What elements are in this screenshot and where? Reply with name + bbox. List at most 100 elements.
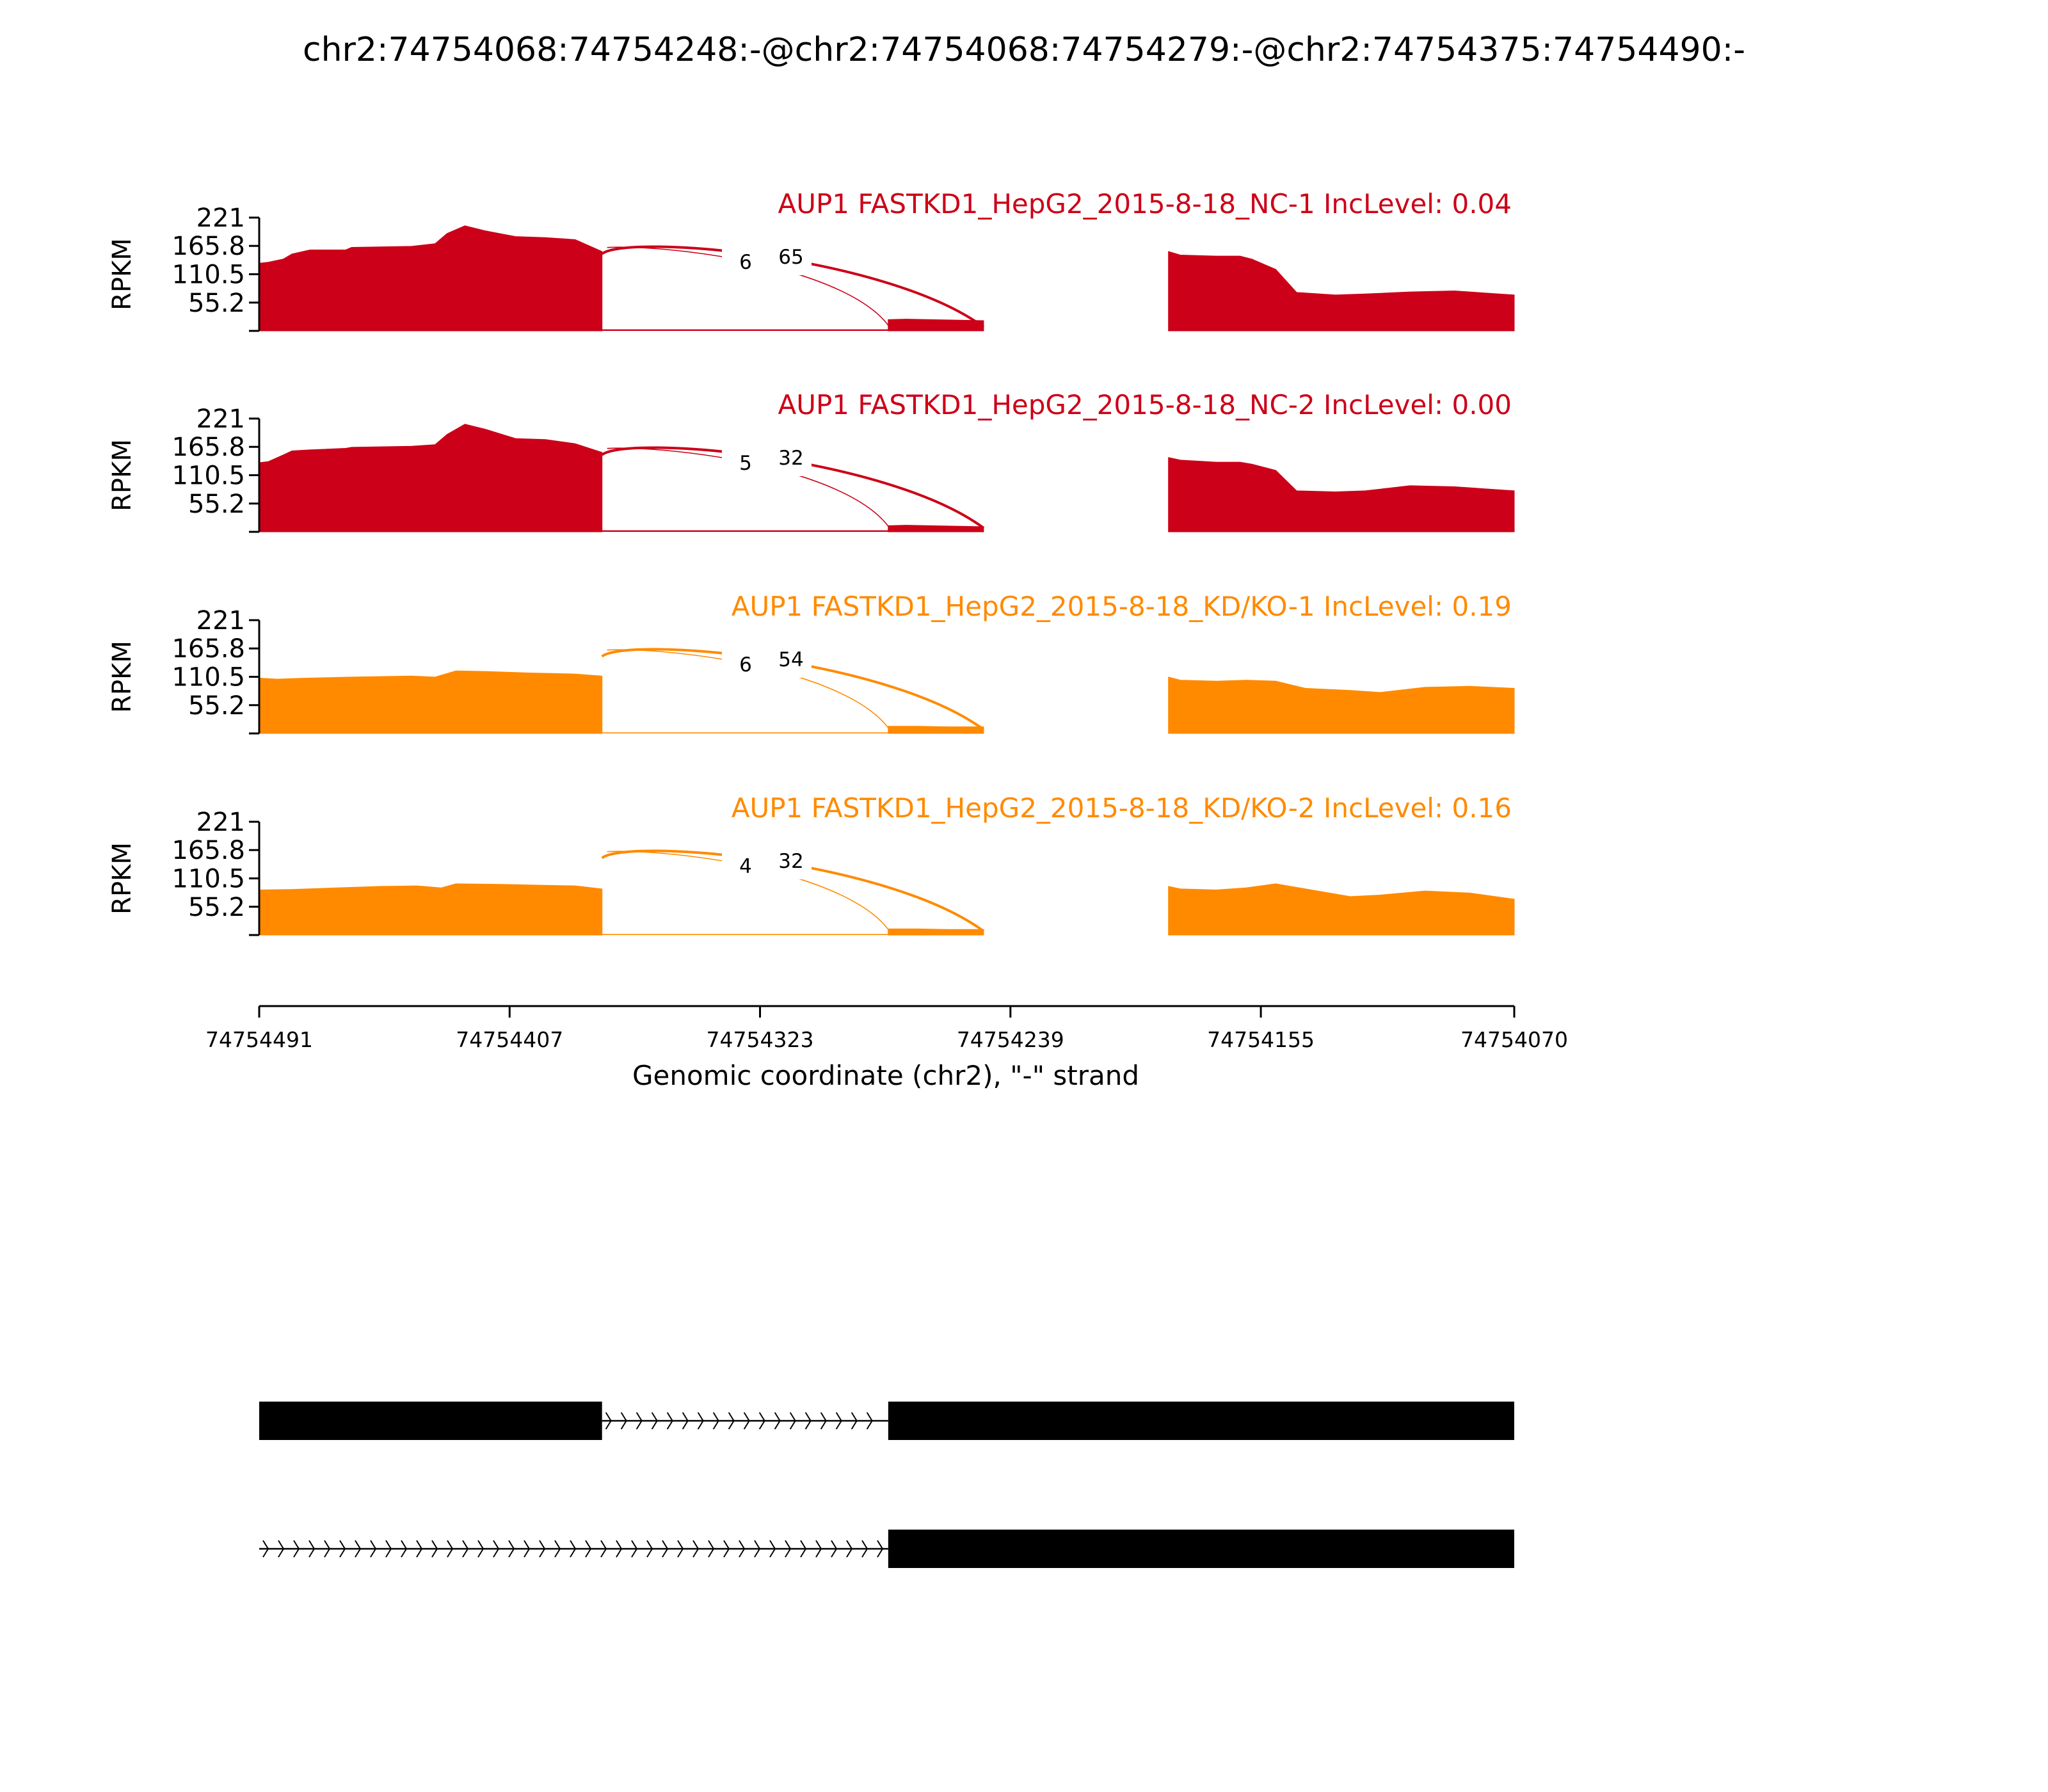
- strand-chevron: [754, 1540, 761, 1558]
- y-tick-label: 221: [196, 808, 245, 837]
- strand-chevron: [851, 1412, 858, 1430]
- coverage-area: [1168, 251, 1515, 332]
- x-tick-label: 74754323: [707, 1027, 814, 1052]
- strand-chevron: [820, 1412, 827, 1430]
- y-tick-label: 55.2: [188, 490, 245, 519]
- strand-chevron: [278, 1540, 285, 1558]
- strand-chevron: [324, 1540, 331, 1558]
- junction-label-bg: [722, 443, 812, 476]
- y-axis-label: RPKM: [108, 238, 137, 310]
- coverage-area: [1168, 676, 1515, 734]
- strand-chevron: [636, 1412, 643, 1430]
- exon-block: [888, 1402, 1514, 1440]
- junction-label-bg: [722, 846, 812, 879]
- figure-title: chr2:74754068:74754248:-@chr2:74754068:7…: [303, 31, 1745, 69]
- strand-chevron: [800, 1540, 807, 1558]
- x-tick-label: 74754491: [205, 1027, 313, 1052]
- coverage-area: [888, 319, 984, 332]
- strand-chevron: [616, 1540, 623, 1558]
- strand-chevron: [728, 1412, 735, 1430]
- strand-chevron: [815, 1540, 822, 1558]
- strand-chevron: [477, 1540, 484, 1558]
- y-tick-label: 55.2: [188, 893, 245, 922]
- transcript: [259, 1402, 1514, 1440]
- coverage-area: [1168, 457, 1515, 532]
- gene-model: [259, 1402, 1514, 1568]
- strand-chevron: [692, 1540, 700, 1558]
- strand-chevron: [662, 1540, 669, 1558]
- strand-chevron: [370, 1540, 377, 1558]
- intron-coverage: [602, 530, 888, 532]
- x-tick-label: 74754407: [456, 1027, 563, 1052]
- strand-chevron: [723, 1540, 730, 1558]
- sample-title: AUP1 FASTKD1_HepG2_2015-8-18_NC-2 IncLev…: [778, 389, 1512, 420]
- strand-chevron: [831, 1540, 838, 1558]
- strand-chevron: [785, 1540, 792, 1558]
- coverage-area: [888, 928, 984, 936]
- strand-chevron: [508, 1540, 515, 1558]
- strand-chevron: [677, 1540, 684, 1558]
- junction-count: 6: [739, 653, 752, 676]
- y-tick-label: 55.2: [188, 691, 245, 721]
- y-axis-label: RPKM: [108, 842, 137, 915]
- strand-chevron: [524, 1540, 531, 1558]
- strand-chevron: [262, 1540, 269, 1558]
- junction-count: 65: [778, 246, 803, 269]
- strand-chevron: [739, 1540, 746, 1558]
- y-tick-label: 165.8: [172, 433, 245, 462]
- strand-chevron: [293, 1540, 300, 1558]
- y-tick-label: 221: [196, 204, 245, 233]
- y-tick-label: 165.8: [172, 836, 245, 865]
- strand-chevron: [554, 1540, 561, 1558]
- y-tick-label: 110.5: [172, 260, 245, 290]
- strand-chevron: [743, 1412, 750, 1430]
- coverage-area: [259, 225, 603, 332]
- strand-chevron: [804, 1412, 812, 1430]
- strand-chevron: [447, 1540, 454, 1558]
- junction-count: 32: [778, 447, 803, 470]
- junction-label-bg: [722, 242, 812, 275]
- junction-count: 4: [739, 855, 752, 878]
- strand-chevron: [431, 1540, 438, 1558]
- strand-chevron: [570, 1540, 577, 1558]
- y-tick-label: 110.5: [172, 865, 245, 894]
- strand-chevron: [712, 1412, 719, 1430]
- strand-chevron: [769, 1540, 776, 1558]
- intron-coverage: [602, 934, 888, 935]
- junction-count: 5: [739, 452, 752, 475]
- intron-coverage: [602, 732, 888, 733]
- y-tick-label: 110.5: [172, 461, 245, 491]
- x-tick-label: 74754070: [1460, 1027, 1568, 1052]
- y-tick-label: 221: [196, 606, 245, 636]
- strand-chevron: [308, 1540, 316, 1558]
- y-tick-label: 55.2: [188, 289, 245, 318]
- strand-chevron: [774, 1412, 781, 1430]
- coverage-area: [888, 726, 984, 734]
- y-axis-label: RPKM: [108, 439, 137, 511]
- y-tick-label: 165.8: [172, 232, 245, 261]
- strand-chevron: [385, 1540, 392, 1558]
- strand-chevron: [877, 1540, 884, 1558]
- strand-chevron: [355, 1540, 362, 1558]
- strand-chevron: [835, 1412, 842, 1430]
- strand-chevron: [651, 1412, 658, 1430]
- coverage-area: [259, 670, 603, 734]
- exon-block: [888, 1530, 1514, 1568]
- strand-chevron: [401, 1540, 408, 1558]
- strand-chevron: [666, 1412, 673, 1430]
- intron-coverage: [602, 329, 888, 331]
- strand-chevron: [682, 1412, 689, 1430]
- x-tick-label: 74754155: [1207, 1027, 1315, 1052]
- strand-chevron: [708, 1540, 715, 1558]
- strand-chevron: [866, 1412, 873, 1430]
- exon-block: [259, 1402, 602, 1440]
- y-tick-label: 165.8: [172, 634, 245, 664]
- junction-label-bg: [722, 644, 812, 678]
- y-tick-label: 110.5: [172, 663, 245, 692]
